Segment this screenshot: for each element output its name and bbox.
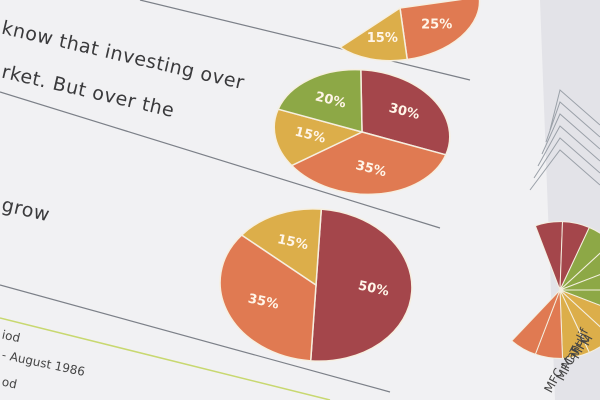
side-zigzag bbox=[529, 149, 600, 191]
pie-slice bbox=[360, 68, 451, 156]
side-slice bbox=[559, 274, 600, 291]
pie-label: 50% bbox=[357, 278, 391, 299]
side-slice bbox=[559, 226, 600, 291]
pie-slice bbox=[240, 208, 323, 287]
side-slice bbox=[511, 289, 561, 355]
pie-label: 25% bbox=[421, 18, 452, 33]
pie-slice bbox=[219, 234, 317, 362]
pies: 25% 15% 30% 35% 15% 20% 50% 35% 15% bbox=[219, 0, 481, 362]
pie-slice bbox=[277, 68, 363, 133]
pie-label: 15% bbox=[367, 31, 398, 46]
pie-label: 30% bbox=[387, 101, 421, 123]
accent-rule bbox=[0, 317, 331, 400]
pie: 50% 35% 15% bbox=[219, 208, 413, 362]
pie-label: 20% bbox=[314, 89, 348, 111]
rule bbox=[0, 91, 441, 229]
side-zigzag bbox=[541, 113, 600, 155]
pie-label: 15% bbox=[293, 125, 327, 147]
side-zigzag bbox=[537, 125, 600, 167]
pie-slice bbox=[338, 6, 409, 62]
pie-slice bbox=[273, 108, 365, 167]
rule bbox=[0, 284, 391, 393]
pie-label: 15% bbox=[276, 232, 310, 253]
pie-slice bbox=[309, 208, 413, 362]
side-slice bbox=[559, 252, 600, 291]
pie: 25% 15% bbox=[338, 0, 481, 62]
side-zigzag bbox=[533, 137, 600, 179]
pie-label: 35% bbox=[247, 291, 281, 312]
pie-slice bbox=[399, 0, 481, 61]
rule bbox=[139, 0, 471, 81]
side-zigzag bbox=[549, 89, 600, 131]
pie-label: 35% bbox=[354, 158, 388, 180]
page-rules bbox=[0, 0, 471, 393]
body-text: od bbox=[1, 375, 19, 392]
pie: 30% 35% 15% 20% bbox=[273, 68, 451, 196]
side-slice bbox=[559, 289, 600, 328]
body-text: iod bbox=[1, 328, 22, 345]
side-chart bbox=[511, 89, 600, 359]
